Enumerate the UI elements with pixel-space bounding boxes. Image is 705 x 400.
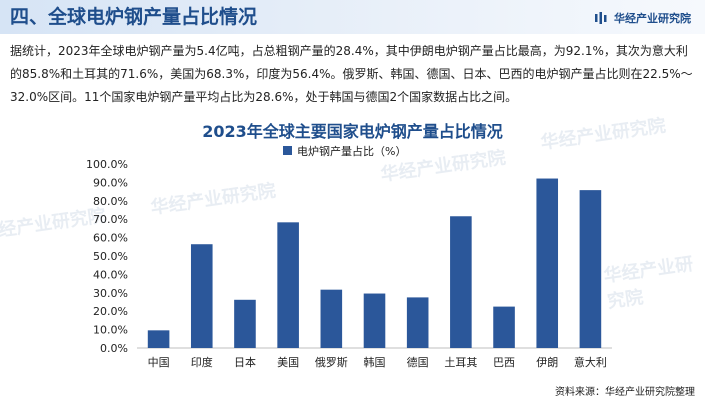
bar bbox=[450, 216, 472, 348]
x-tick-label: 韩国 bbox=[364, 355, 386, 369]
bar bbox=[363, 293, 386, 348]
bar bbox=[277, 222, 299, 348]
brand-name: 华经产业研究院 bbox=[614, 12, 691, 25]
intro-paragraph: 据统计，2023年全球电炉钢产量为5.4亿吨，占总粗钢产量的28.4%，其中伊朗… bbox=[10, 44, 693, 104]
x-tick-label: 巴西 bbox=[493, 356, 515, 369]
x-tick-label: 伊朗 bbox=[536, 356, 558, 369]
x-tick-label: 美国 bbox=[277, 356, 299, 369]
x-tick-label: 德国 bbox=[407, 355, 429, 369]
chart-title: 2023年全球主要国家电炉钢产量占比情况 bbox=[202, 122, 503, 141]
y-tick-label: 60.0% bbox=[93, 232, 128, 245]
brand-logo-icon bbox=[595, 12, 607, 24]
y-tick-label: 70.0% bbox=[93, 213, 128, 226]
bar bbox=[579, 190, 602, 348]
y-tick-label: 40.0% bbox=[93, 268, 128, 281]
page-title: 四、全球电炉钢产量占比情况 bbox=[10, 6, 258, 28]
bar bbox=[190, 244, 213, 348]
bar bbox=[234, 299, 256, 348]
bar bbox=[320, 289, 343, 348]
x-tick-label: 俄罗斯 bbox=[315, 356, 348, 369]
y-tick-label: 10.0% bbox=[93, 324, 128, 337]
x-tick-label: 土耳其 bbox=[444, 356, 477, 369]
y-tick-label: 90.0% bbox=[93, 176, 128, 189]
legend-swatch bbox=[283, 146, 292, 155]
header-banner: 四、全球电炉钢产量占比情况 华经产业研究院 bbox=[0, 0, 705, 34]
y-tick-label: 20.0% bbox=[93, 305, 128, 318]
x-tick-label: 意大利 bbox=[574, 355, 607, 369]
bar bbox=[536, 178, 559, 348]
x-tick-label: 日本 bbox=[234, 355, 256, 369]
bar bbox=[406, 297, 429, 348]
y-tick-label: 0.0% bbox=[100, 342, 128, 355]
source-note: 资料来源：华经产业研究院整理 bbox=[555, 387, 695, 398]
y-tick-label: 30.0% bbox=[93, 287, 128, 300]
legend-label: 电炉钢产量占比（%） bbox=[297, 144, 406, 158]
bar bbox=[147, 330, 170, 348]
brand: 华经产业研究院 bbox=[594, 10, 691, 26]
bar bbox=[493, 306, 515, 348]
y-tick-label: 50.0% bbox=[93, 250, 128, 263]
y-tick-label: 80.0% bbox=[93, 195, 128, 208]
x-tick-label: 中国 bbox=[148, 356, 170, 369]
x-tick-label: 印度 bbox=[191, 355, 213, 369]
y-tick-label: 100.0% bbox=[86, 158, 128, 171]
